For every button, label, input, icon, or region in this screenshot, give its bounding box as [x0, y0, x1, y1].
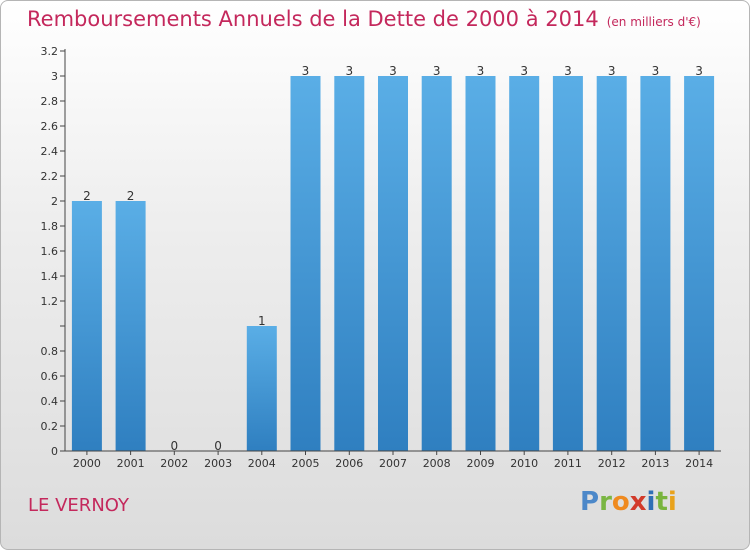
data-label-2003: 0 [214, 439, 222, 453]
y-tick-label-6: 1.2 [41, 295, 59, 308]
data-label-2000: 2 [83, 189, 91, 203]
data-label-2004: 1 [258, 314, 266, 328]
logo-letter: o [611, 487, 630, 517]
bar-2007 [378, 76, 408, 451]
logo-letter: P [580, 487, 600, 517]
data-label-2010: 3 [520, 64, 528, 78]
y-tick-label-12: 2.4 [41, 145, 59, 158]
x-tick-label-2005: 2005 [292, 457, 320, 470]
chart-title: Remboursements Annuels de la Dette de 20… [27, 7, 599, 31]
data-label-2011: 3 [564, 64, 572, 78]
data-label-2013: 3 [652, 64, 660, 78]
data-label-2006: 3 [345, 64, 353, 78]
bars-layer [71, 76, 715, 451]
logo-letter: t [655, 487, 668, 517]
logo-letter: i [646, 487, 656, 517]
x-tick-label-2011: 2011 [554, 457, 582, 470]
data-label-2005: 3 [302, 64, 310, 78]
bar-2014 [684, 76, 715, 451]
x-tick-label-2008: 2008 [423, 457, 451, 470]
x-tick-label-2006: 2006 [335, 457, 363, 470]
logo-letter: r [599, 487, 612, 517]
logo-letter: i [667, 487, 677, 517]
bar-2008 [421, 76, 452, 451]
y-tick-label-3: 0.6 [41, 370, 59, 383]
y-tick-label-9: 1.8 [41, 220, 59, 233]
y-tick-label-4: 0.8 [41, 345, 59, 358]
y-tick-label-10: 2 [51, 195, 58, 208]
bar-2001 [115, 201, 146, 451]
data-label-2014: 3 [695, 64, 703, 78]
axes-layer [60, 49, 721, 455]
x-tick-label-2014: 2014 [685, 457, 713, 470]
x-tick-label-2007: 2007 [379, 457, 407, 470]
y-tick-label-1: 0.2 [41, 420, 59, 433]
bar-2011 [552, 76, 583, 451]
labels-layer: 2 2000 2 2001 0 2002 0 2003 1 2004 3 2005 3 2006 3 2007… [41, 45, 714, 470]
proxiti-logo: Proxiti [580, 487, 677, 517]
data-label-2008: 3 [433, 64, 441, 78]
x-tick-label-2012: 2012 [598, 457, 626, 470]
bar-2000 [71, 201, 102, 451]
logo-letter: x [629, 487, 647, 517]
bar-2013 [640, 76, 671, 451]
data-label-2012: 3 [608, 64, 616, 78]
y-tick-label-11: 2.2 [41, 170, 59, 183]
x-tick-label-2009: 2009 [467, 457, 495, 470]
x-tick-label-2002: 2002 [160, 457, 188, 470]
y-tick-label-7: 1.4 [41, 270, 59, 283]
bar-2009 [465, 76, 496, 451]
y-tick-label-8: 1.6 [41, 245, 59, 258]
y-tick-label-14: 2.8 [41, 95, 59, 108]
x-tick-label-2001: 2001 [117, 457, 145, 470]
bar-2006 [334, 76, 365, 451]
y-tick-label-16: 3.2 [41, 45, 59, 58]
data-label-2002: 0 [170, 439, 178, 453]
bar-2012 [596, 76, 627, 451]
x-tick-label-2004: 2004 [248, 457, 276, 470]
y-tick-label-13: 2.6 [41, 120, 59, 133]
x-tick-label-2010: 2010 [510, 457, 538, 470]
data-label-2001: 2 [127, 189, 135, 203]
chart-unit: (en milliers d'€) [606, 15, 701, 29]
bar-2004 [246, 326, 277, 451]
y-tick-label-0: 0 [51, 445, 58, 458]
bar-2005 [290, 76, 321, 451]
y-tick-label-15: 3 [51, 70, 58, 83]
x-tick-label-2013: 2013 [641, 457, 669, 470]
data-label-2007: 3 [389, 64, 397, 78]
data-label-2009: 3 [477, 64, 485, 78]
y-tick-label-2: 0.4 [41, 395, 59, 408]
commune-name: LE VERNOY [28, 495, 129, 516]
chart-title-block: Remboursements Annuels de la Dette de 20… [27, 7, 701, 31]
bar-2010 [509, 76, 540, 451]
x-tick-label-2003: 2003 [204, 457, 232, 470]
x-tick-label-2000: 2000 [73, 457, 101, 470]
